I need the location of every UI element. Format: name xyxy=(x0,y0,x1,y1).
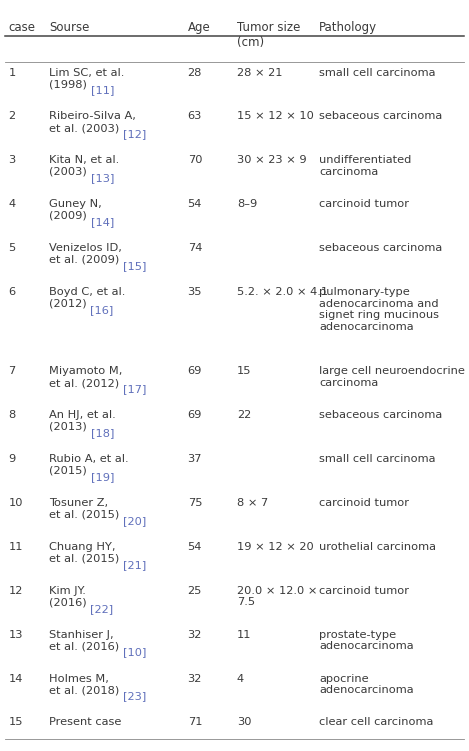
Text: carcinoid tumor: carcinoid tumor xyxy=(319,498,409,508)
Text: Lim SC, et al.
(1998): Lim SC, et al. (1998) xyxy=(49,68,125,89)
Text: [11]: [11] xyxy=(91,86,114,95)
Text: 28: 28 xyxy=(188,68,202,77)
Text: Venizelos ID,
et al. (2009): Venizelos ID, et al. (2009) xyxy=(49,243,123,264)
Text: 8–9: 8–9 xyxy=(237,199,257,210)
Text: case: case xyxy=(8,21,36,34)
Text: 4: 4 xyxy=(8,199,15,210)
Text: 8 × 7: 8 × 7 xyxy=(237,498,268,508)
Text: 2: 2 xyxy=(8,111,15,122)
Text: 70: 70 xyxy=(188,155,202,165)
Text: 19 × 12 × 20: 19 × 12 × 20 xyxy=(237,542,314,552)
Text: 3: 3 xyxy=(8,155,15,165)
Text: small cell carcinoma: small cell carcinoma xyxy=(319,68,435,77)
Text: 35: 35 xyxy=(188,287,202,297)
Text: sebaceous carcinoma: sebaceous carcinoma xyxy=(319,243,442,253)
Text: [15]: [15] xyxy=(123,261,146,271)
Text: 37: 37 xyxy=(188,454,202,464)
Text: sebaceous carcinoma: sebaceous carcinoma xyxy=(319,111,442,122)
Text: 6: 6 xyxy=(8,287,15,297)
Text: 15 × 12 × 10: 15 × 12 × 10 xyxy=(237,111,314,122)
Text: sebaceous carcinoma: sebaceous carcinoma xyxy=(319,410,442,421)
Text: 14: 14 xyxy=(8,674,23,683)
Text: [20]: [20] xyxy=(123,516,146,526)
Text: [14]: [14] xyxy=(91,217,114,227)
Text: 9: 9 xyxy=(8,454,15,464)
Text: Pathology: Pathology xyxy=(319,21,377,34)
Text: 5: 5 xyxy=(8,243,15,253)
Text: 28 × 21: 28 × 21 xyxy=(237,68,282,77)
Text: Kita N, et al.
(2003): Kita N, et al. (2003) xyxy=(49,155,120,177)
Text: [18]: [18] xyxy=(91,428,114,438)
Text: 69: 69 xyxy=(188,366,202,376)
Text: carcinoid tumor: carcinoid tumor xyxy=(319,586,409,596)
Text: [16]: [16] xyxy=(91,305,114,315)
Text: Boyd C, et al.
(2012): Boyd C, et al. (2012) xyxy=(49,287,126,309)
Text: 4: 4 xyxy=(237,674,244,683)
Text: prostate-type
adenocarcinoma: prostate-type adenocarcinoma xyxy=(319,629,414,651)
Text: An HJ, et al.
(2013): An HJ, et al. (2013) xyxy=(49,410,116,432)
Text: [22]: [22] xyxy=(91,604,113,614)
Text: pulmonary-type
adenocarcinoma and
signet ring mucinous
adenocarcinoma: pulmonary-type adenocarcinoma and signet… xyxy=(319,287,439,332)
Text: Holmes M,
et al. (2018): Holmes M, et al. (2018) xyxy=(49,674,123,695)
Text: carcinoid tumor: carcinoid tumor xyxy=(319,199,409,210)
Text: Miyamoto M,
et al. (2012): Miyamoto M, et al. (2012) xyxy=(49,366,123,388)
Text: 22: 22 xyxy=(237,410,251,421)
Text: 75: 75 xyxy=(188,498,202,508)
Text: 25: 25 xyxy=(188,586,202,596)
Text: Age: Age xyxy=(188,21,211,34)
Text: 13: 13 xyxy=(8,629,23,640)
Text: 54: 54 xyxy=(188,199,202,210)
Text: 30: 30 xyxy=(237,717,251,728)
Text: Present case: Present case xyxy=(49,717,121,728)
Text: 54: 54 xyxy=(188,542,202,552)
Text: Kim JY.
(2016): Kim JY. (2016) xyxy=(49,586,91,608)
Text: Sourse: Sourse xyxy=(49,21,90,34)
Text: small cell carcinoma: small cell carcinoma xyxy=(319,454,435,464)
Text: [21]: [21] xyxy=(123,559,146,570)
Text: large cell neuroendocrine
carcinoma: large cell neuroendocrine carcinoma xyxy=(319,366,465,388)
Text: 12: 12 xyxy=(8,586,23,596)
Text: Tosuner Z,
et al. (2015): Tosuner Z, et al. (2015) xyxy=(49,498,123,520)
Text: Tumor size
(cm): Tumor size (cm) xyxy=(237,21,300,49)
Text: undifferentiated
carcinoma: undifferentiated carcinoma xyxy=(319,155,411,177)
Text: Guney N,
(2009): Guney N, (2009) xyxy=(49,199,102,221)
Text: 5.2. × 2.0 × 4.1: 5.2. × 2.0 × 4.1 xyxy=(237,287,328,297)
Text: Stanhiser J,
et al. (2016): Stanhiser J, et al. (2016) xyxy=(49,629,123,651)
Text: [23]: [23] xyxy=(123,692,146,701)
Text: 32: 32 xyxy=(188,674,202,683)
Text: 20.0 × 12.0 ×
7.5: 20.0 × 12.0 × 7.5 xyxy=(237,586,317,608)
Text: 15: 15 xyxy=(8,717,23,728)
Text: apocrine
adenocarcinoma: apocrine adenocarcinoma xyxy=(319,674,414,695)
Text: 74: 74 xyxy=(188,243,202,253)
Text: 1: 1 xyxy=(8,68,15,77)
Text: Chuang HY,
et al. (2015): Chuang HY, et al. (2015) xyxy=(49,542,123,563)
Text: 10: 10 xyxy=(8,498,23,508)
Text: 32: 32 xyxy=(188,629,202,640)
Text: 71: 71 xyxy=(188,717,202,728)
Text: 7: 7 xyxy=(8,366,15,376)
Text: [13]: [13] xyxy=(91,173,114,183)
Text: 63: 63 xyxy=(188,111,202,122)
Text: [19]: [19] xyxy=(91,472,114,482)
Text: urothelial carcinoma: urothelial carcinoma xyxy=(319,542,436,552)
Text: 11: 11 xyxy=(237,629,251,640)
Text: 15: 15 xyxy=(237,366,251,376)
Text: [10]: [10] xyxy=(123,647,146,658)
Text: clear cell carcinoma: clear cell carcinoma xyxy=(319,717,433,728)
Text: 8: 8 xyxy=(8,410,15,421)
Text: 30 × 23 × 9: 30 × 23 × 9 xyxy=(237,155,306,165)
Text: [12]: [12] xyxy=(123,129,146,139)
Text: Rubio A, et al.
(2015): Rubio A, et al. (2015) xyxy=(49,454,129,476)
Text: 69: 69 xyxy=(188,410,202,421)
Text: [17]: [17] xyxy=(123,385,146,394)
Text: 11: 11 xyxy=(8,542,23,552)
Text: Ribeiro-Silva A,
et al. (2003): Ribeiro-Silva A, et al. (2003) xyxy=(49,111,136,133)
